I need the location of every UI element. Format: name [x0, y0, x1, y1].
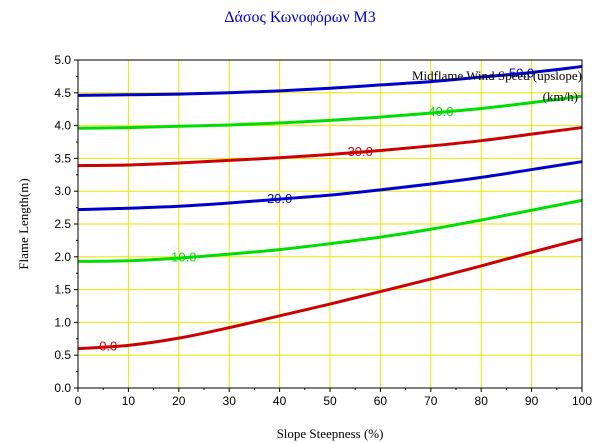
y-axis-label: Flame Length(m) [16, 178, 31, 269]
y-tick-label: 1.0 [54, 315, 71, 329]
x-axis-label: Slope Steepness (%) [277, 426, 384, 441]
series-label: 40.0 [428, 104, 453, 119]
x-tick-label: 90 [525, 394, 539, 408]
series-line [77, 126, 583, 168]
x-tick-label: 20 [172, 394, 186, 408]
y-tick-label: 2.5 [54, 217, 71, 231]
series-lines [77, 65, 583, 351]
axis-ticks: 0 10 20 30 40 50 60 70 80 90 100 0.0 0.5 1.0 1.5 2.0 2.5… [54, 53, 592, 408]
x-tick-label: 40 [273, 394, 287, 408]
series-label: 20.0 [267, 191, 292, 206]
series-line [77, 65, 583, 97]
plot-frame [77, 59, 583, 389]
series-label: 30.0 [348, 144, 373, 159]
x-tick-label: 10 [122, 394, 136, 408]
y-tick-label: 1.5 [54, 283, 71, 297]
series-line [77, 237, 583, 351]
legend-title-line1: Midflame Wind Speed (upslope) [412, 68, 582, 83]
y-tick-label: 3.0 [54, 184, 71, 198]
series-line [77, 198, 583, 263]
series-label: 50.0 [509, 65, 534, 80]
grid-lines [78, 60, 582, 388]
y-tick-label: 4.0 [54, 119, 71, 133]
x-tick-label: 60 [374, 394, 388, 408]
series-label: 10.0 [171, 250, 196, 265]
x-tick-label: 0 [75, 394, 82, 408]
x-tick-label: 100 [572, 394, 592, 408]
y-tick-label: 2.0 [54, 250, 71, 264]
series-labels: 0.0 10.0 20.0 30.0 40.0 50.0 [99, 65, 534, 353]
x-tick-label: 30 [223, 394, 237, 408]
series-line [77, 94, 583, 130]
x-tick-label: 70 [424, 394, 438, 408]
chart-title: Δάσος Κωνοφόρων Μ3 [224, 9, 376, 26]
series-line [77, 160, 583, 212]
y-tick-label: 3.5 [54, 151, 71, 165]
series-label: 0.0 [99, 339, 117, 354]
y-tick-label: 0.5 [54, 348, 71, 362]
x-tick-label: 50 [323, 394, 337, 408]
y-tick-label: 4.5 [54, 86, 71, 100]
x-tick-label: 80 [475, 394, 489, 408]
y-tick-label: 5.0 [54, 53, 71, 67]
y-tick-label: 0.0 [54, 381, 71, 395]
legend-title-line2: (km/h) [543, 89, 578, 104]
